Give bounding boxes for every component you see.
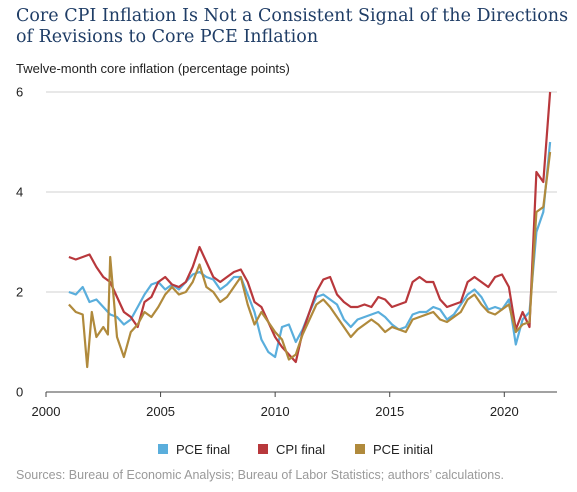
source-note: Sources: Bureau of Economic Analysis; Bu… bbox=[16, 468, 504, 482]
legend-label: PCE initial bbox=[373, 442, 433, 457]
chart-title: Core CPI Inflation Is Not a Consistent S… bbox=[16, 6, 569, 47]
legend-label: PCE final bbox=[176, 442, 230, 457]
x-tick-label: 2000 bbox=[32, 404, 61, 419]
x-tick-label: 2020 bbox=[490, 404, 519, 419]
legend-swatch bbox=[258, 444, 268, 454]
legend-swatch bbox=[158, 444, 168, 454]
series-line-cpi-final bbox=[68, 91, 552, 364]
legend-swatch bbox=[355, 444, 365, 454]
y-tick-label: 4 bbox=[16, 185, 23, 200]
x-tick-label: 2010 bbox=[261, 404, 290, 419]
x-axis: 2000 2005 2010 2015 2020 bbox=[32, 391, 557, 419]
chart-subtitle: Twelve-month core inflation (percentage … bbox=[16, 61, 290, 76]
series-line-pce-final bbox=[68, 141, 552, 359]
y-tick-label: 6 bbox=[16, 85, 23, 100]
x-tick-label: 2005 bbox=[146, 404, 175, 419]
y-tick-label: 0 bbox=[16, 385, 23, 400]
series-lines bbox=[68, 91, 552, 369]
y-tick-label: 2 bbox=[16, 285, 23, 300]
gridlines bbox=[46, 91, 557, 293]
series-line-pce-initial bbox=[68, 151, 552, 369]
y-axis-ticks: 0 2 4 6 bbox=[16, 85, 23, 400]
legend-label: CPI final bbox=[276, 442, 325, 457]
legend: PCE final CPI final PCE initial bbox=[158, 442, 433, 457]
x-tick-label: 2015 bbox=[375, 404, 404, 419]
